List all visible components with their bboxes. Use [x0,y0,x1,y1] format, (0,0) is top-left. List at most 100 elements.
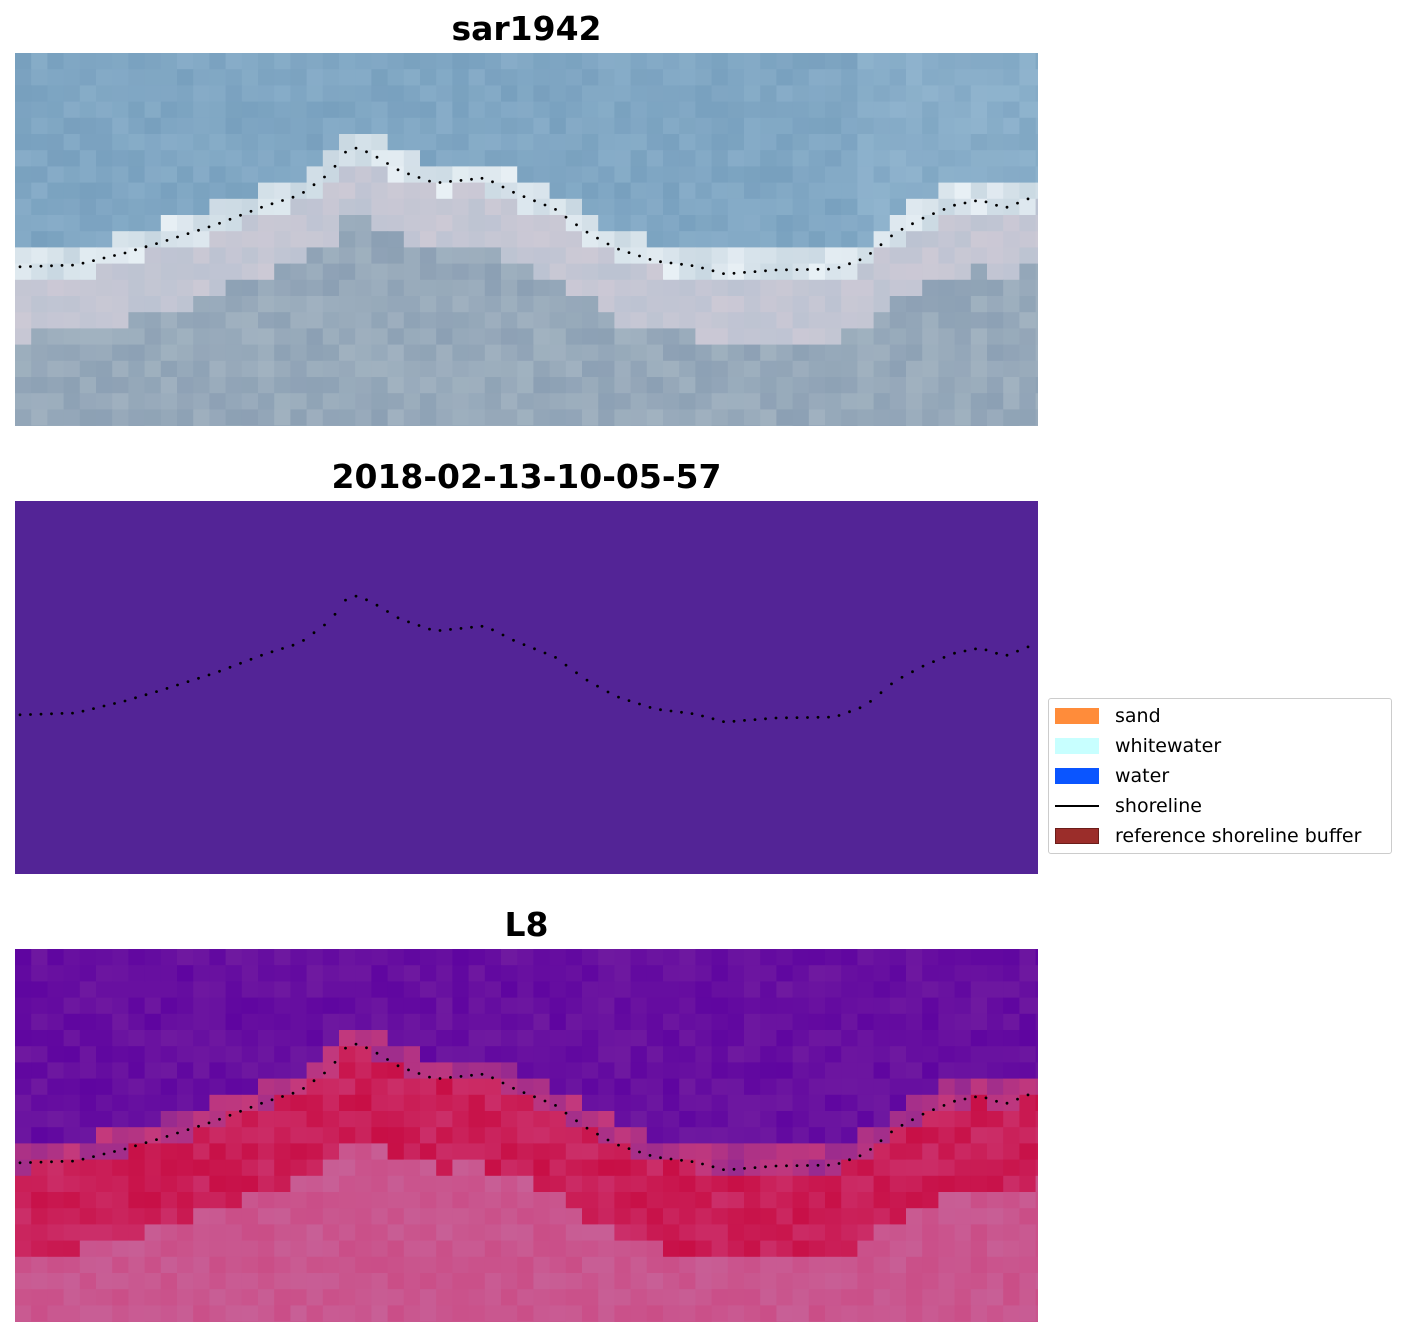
raster-cell [355,1127,372,1144]
raster-cell [258,1208,275,1225]
raster-cell [549,231,567,248]
raster-cell [484,247,502,265]
raster-cell [468,360,486,378]
raster-cell [128,997,146,1015]
raster-cell [468,393,486,410]
raster-cell [306,231,324,248]
raster-cell [663,997,680,1015]
shoreline-point [785,1164,788,1168]
raster-cell [177,182,194,200]
raster-cell [760,117,777,135]
raster-cell [274,1078,291,1096]
raster-cell [47,409,65,426]
raster-cell [646,166,664,184]
raster-cell [1003,1094,1020,1112]
raster-cell [549,1111,567,1128]
raster-cell [112,247,129,265]
raster-cell [128,360,146,378]
raster-cell [565,1078,583,1096]
raster-cell [160,117,178,135]
shoreline-point [92,707,95,710]
raster-cell [79,85,97,103]
raster-cell [290,198,308,216]
raster-cell [873,377,891,394]
raster-cell [857,409,875,426]
raster-cell [727,1240,745,1258]
raster-cell [987,1289,1004,1306]
raster-cell [144,1046,162,1063]
raster-cell [792,215,810,232]
raster-cell [96,134,113,151]
raster-cell [47,312,65,329]
raster-cell [808,53,826,70]
raster-cell [776,949,794,966]
raster-cell [598,949,615,966]
shoreline-point [522,643,526,646]
raster-cell [177,997,194,1015]
shoreline-point [113,254,116,257]
shoreline-point [39,1160,43,1164]
raster-cell [857,377,875,394]
raster-cell [225,1143,243,1161]
raster-cell [679,1256,696,1274]
raster-cell [403,182,421,200]
raster-cell [808,215,826,232]
raster-cell [144,296,162,313]
raster-cell [15,1289,32,1306]
raster-cell [1019,101,1037,119]
raster-cell [387,1143,405,1161]
raster-cell [727,1046,745,1063]
raster-cell [63,312,81,329]
raster-cell [436,231,453,248]
raster-cell [744,1256,761,1274]
raster-cell [857,117,875,135]
raster-cell [193,215,210,232]
raster-cell [987,247,1004,265]
raster-cell [987,150,1004,167]
raster-cell [598,247,615,265]
shoreline-point [953,203,956,207]
raster-cell [452,198,470,216]
raster-cell [79,393,97,410]
raster-cell [646,1046,664,1063]
raster-cell [582,166,599,184]
raster-cell [922,1224,939,1242]
raster-cell [646,1111,664,1128]
raster-cell [452,1305,470,1322]
raster-cell [241,1143,259,1161]
panel-image-index [15,949,1038,1322]
raster-cell [857,1078,875,1096]
raster-cell [598,981,615,999]
raster-cell [96,1224,113,1242]
raster-cell [371,1094,389,1112]
shoreline-point [648,706,652,709]
raster-cell [112,1143,129,1161]
raster-cell [339,215,356,232]
raster-cell [258,215,275,232]
raster-cell [501,1192,518,1209]
raster-cell [695,1127,713,1144]
raster-cell [128,231,146,248]
raster-cell [501,166,518,184]
raster-cell [63,117,81,135]
raster-cell [371,377,389,394]
raster-cell [695,101,713,119]
raster-cell [792,1256,810,1274]
raster-cell [79,166,97,184]
raster-cell [355,1030,372,1047]
raster-cell [1019,1143,1037,1161]
raster-cell [241,134,259,151]
raster-cell [630,279,648,297]
raster-cell [1019,1046,1037,1063]
raster-cell [420,1062,437,1080]
raster-cell [873,997,891,1015]
raster-cell [355,1143,372,1161]
raster-cell [160,377,178,394]
raster-cell [808,1030,826,1047]
raster-cell [15,360,32,378]
raster-cell [954,296,972,313]
raster-cell [679,117,696,135]
shoreline-point [312,1079,316,1083]
shoreline-point [575,1119,578,1123]
raster-cell [144,1078,162,1096]
